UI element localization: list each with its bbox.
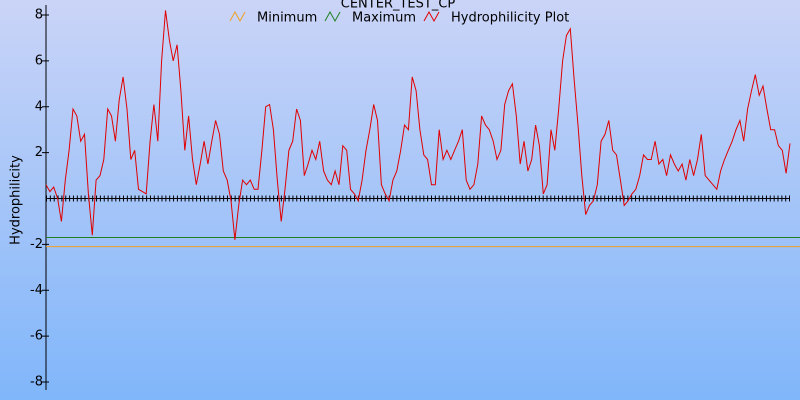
y-tick-label: 4 (35, 99, 43, 114)
legend-icon (324, 10, 341, 23)
y-tick-label: -8 (30, 375, 43, 390)
y-tick-label: 2 (35, 145, 43, 160)
y-axis-label: Hydrophilicity (9, 155, 24, 245)
data-line (45, 10, 791, 240)
legend-label: Minimum (257, 11, 317, 26)
legend-label: Maximum (352, 11, 416, 26)
legend-icon (229, 10, 246, 23)
y-tick-label: 6 (35, 53, 43, 68)
chart-title: CENTER_TEST_CP (341, 0, 456, 12)
y-tick-label: -6 (30, 329, 43, 344)
y-tick-label: -2 (30, 237, 43, 252)
legend-icon (423, 10, 440, 23)
legend-label: Hydrophilicity Plot (451, 11, 569, 26)
y-tick-label: 8 (35, 8, 43, 23)
y-tick-label: -4 (30, 283, 43, 298)
